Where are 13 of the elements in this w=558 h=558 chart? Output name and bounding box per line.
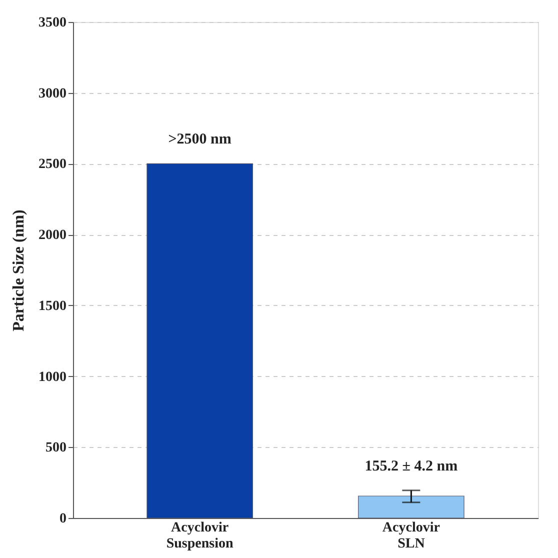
y-tick-label: 3000 bbox=[38, 86, 66, 102]
y-tick-label: 2500 bbox=[38, 157, 66, 172]
y-tick-label: 3500 bbox=[38, 16, 66, 30]
x-tick-label: Acyclovir Suspension bbox=[166, 520, 234, 552]
x-tick-label: Acyclovir SLN bbox=[382, 520, 440, 552]
y-tick-label: 2000 bbox=[38, 228, 66, 244]
data-label: 155.2 ± 4.2 nm bbox=[364, 458, 458, 474]
y-tick-label: 1000 bbox=[38, 370, 66, 385]
y-tick-label: 1500 bbox=[38, 298, 66, 314]
y-tick-label: 500 bbox=[46, 440, 66, 456]
data-label: >2500 nm bbox=[168, 132, 232, 148]
y-tick-label: 0 bbox=[60, 512, 66, 526]
y-axis-title: Particle Size (nm) bbox=[10, 210, 28, 332]
